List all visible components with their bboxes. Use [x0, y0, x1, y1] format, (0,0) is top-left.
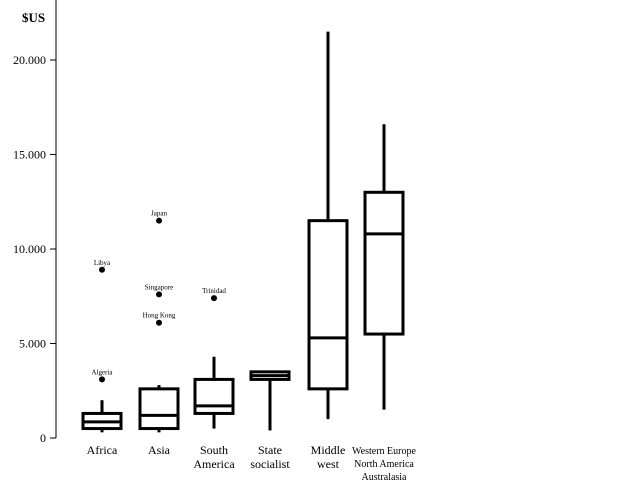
- category-label: North America: [354, 459, 414, 470]
- category-label: State: [258, 443, 282, 457]
- box-group: Libya Algeria: [81, 259, 123, 433]
- outlier-label: Algeria: [92, 368, 114, 376]
- category-label: South: [200, 443, 228, 457]
- category-label: Western Europe: [352, 446, 416, 457]
- outlier-point: [156, 319, 162, 326]
- category-label: Middle: [311, 443, 346, 457]
- outlier-label: Libya: [94, 259, 111, 267]
- outlier-point: [156, 291, 162, 298]
- box-iqr: [138, 387, 180, 431]
- outlier-point: [211, 295, 217, 302]
- category-label: America: [193, 457, 235, 471]
- category-label: west: [317, 457, 340, 471]
- outlier-label: Trinidad: [202, 287, 226, 295]
- outlier-label: Singapore: [145, 283, 173, 291]
- category-label: Asia: [148, 443, 171, 457]
- y-tick-label: 0: [40, 431, 46, 445]
- category-label: Africa: [87, 443, 118, 457]
- y-axis-ticks: 0 5.000 10.000 15.000 20.000: [13, 53, 56, 445]
- box-iqr: [363, 190, 405, 336]
- box-group: [249, 370, 291, 431]
- y-axis-unit-label: $US: [22, 10, 45, 25]
- outlier-point: [156, 217, 162, 224]
- box-group: Japan Singapore Hong Kong: [138, 210, 180, 433]
- category-label: socialist: [250, 457, 290, 471]
- y-tick-label: 20.000: [13, 53, 46, 67]
- outlier-point: [99, 266, 105, 273]
- y-tick-label: 10.000: [13, 242, 46, 256]
- outlier-label: Japan: [151, 210, 167, 218]
- y-tick-label: 15.000: [13, 148, 46, 162]
- outlier-label: Hong Kong: [143, 312, 176, 320]
- category-label: Australasia: [362, 472, 408, 480]
- y-tick-label: 5.000: [19, 337, 46, 351]
- box-group: [307, 31, 349, 420]
- box-group: [363, 124, 405, 410]
- outlier-point: [99, 376, 105, 383]
- box-groups: Libya Algeria Japan Singapore Hong Kong Trini…: [81, 31, 405, 433]
- box-group: Trinidad: [193, 287, 235, 429]
- box-iqr: [307, 219, 349, 391]
- box-iqr: [193, 377, 235, 415]
